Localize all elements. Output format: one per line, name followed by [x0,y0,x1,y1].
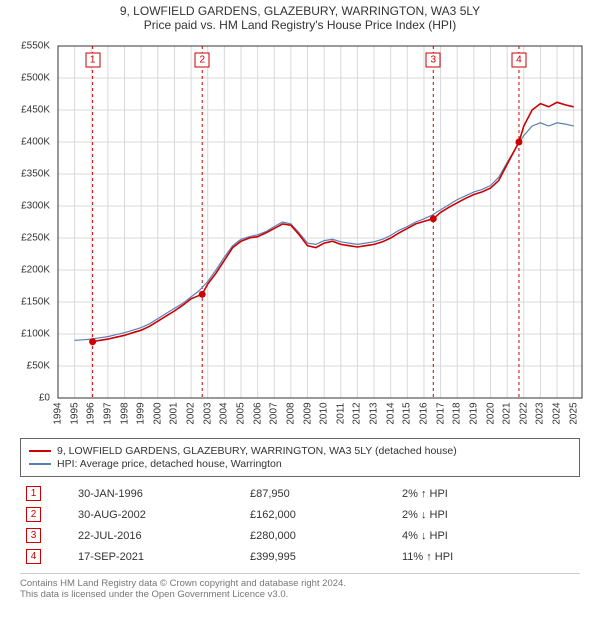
x-axis-label: 2025 [568,402,579,424]
x-axis-label: 2018 [452,402,463,424]
y-axis-label: £400K [21,137,50,148]
row-marker: 1 [26,486,41,501]
transactions-body: 1 30-JAN-1996£87,9502% ↑ HPI 2 30-AUG-2002£… [20,483,580,567]
y-axis-label: £450K [21,105,50,116]
y-axis-label: £350K [21,169,50,180]
y-axis-label: £100K [21,329,50,340]
x-axis-label: 2015 [402,402,413,424]
y-axis-label: £50K [27,361,50,372]
plot-marker-2: 2 [195,53,210,68]
x-axis-label: 2001 [169,402,180,424]
x-axis-label: 2008 [285,402,296,424]
y-axis-label: £200K [21,265,50,276]
x-axis-label: 1997 [102,402,113,424]
footer-line-2: This data is licensed under the Open Gov… [20,589,580,600]
transactions-table: 1 30-JAN-1996£87,9502% ↑ HPI 2 30-AUG-2002£… [20,483,580,567]
legend-item: HPI: Average price, detached house, Warr… [29,458,571,470]
x-axis-label: 2014 [385,402,396,424]
x-axis-label: 2021 [502,402,513,424]
legend-item: 9, LOWFIELD GARDENS, GLAZEBURY, WARRINGT… [29,445,571,457]
y-axis-label: £300K [21,201,50,212]
tx-date: 22-JUL-2016 [72,525,244,546]
x-axis-label: 1996 [86,402,97,424]
x-axis-label: 1995 [69,402,80,424]
table-row: 3 22-JUL-2016£280,0004% ↓ HPI [20,525,580,546]
x-axis-label: 2004 [219,402,230,424]
y-axis-label: £550K [21,41,50,52]
x-axis-label: 2012 [352,402,363,424]
tx-price: £87,950 [244,483,396,504]
x-axis-label: 2003 [202,402,213,424]
chart-title: 9, LOWFIELD GARDENS, GLAZEBURY, WARRINGT… [0,0,600,18]
x-axis-label: 2013 [369,402,380,424]
row-marker: 2 [26,507,41,522]
y-axis-label: £250K [21,233,50,244]
legend-label: HPI: Average price, detached house, Warr… [57,458,282,470]
x-axis-label: 2011 [335,403,346,425]
y-axis-label: £500K [21,73,50,84]
chart-area: £0 £50K £100K £150K £200K £250K £300K £350K £400… [10,38,590,428]
chart-subtitle: Price paid vs. HM Land Registry's House … [0,18,600,38]
x-axis-label: 2006 [252,402,263,424]
plot-marker-3: 3 [426,53,441,68]
x-axis-label: 2017 [435,402,446,424]
footer: Contains HM Land Registry data © Crown c… [20,573,580,600]
table-row: 1 30-JAN-1996£87,9502% ↑ HPI [20,483,580,504]
tx-price: £280,000 [244,525,396,546]
tx-date: 17-SEP-2021 [72,546,244,567]
x-axis-label: 2005 [235,402,246,424]
x-axis-label: 2010 [319,402,330,424]
x-axis-label: 2024 [552,402,563,424]
x-axis-label: 2007 [269,402,280,424]
footer-line-1: Contains HM Land Registry data © Crown c… [20,578,580,589]
tx-date: 30-JAN-1996 [72,483,244,504]
row-marker: 4 [26,549,41,564]
x-axis-label: 2009 [302,402,313,424]
tx-diff: 2% ↑ HPI [396,483,580,504]
plot-marker-1: 1 [85,53,100,68]
plot-marker-4: 4 [511,53,526,68]
x-axis-label: 2000 [152,402,163,424]
table-row: 2 30-AUG-2002£162,0002% ↓ HPI [20,504,580,525]
legend-label: 9, LOWFIELD GARDENS, GLAZEBURY, WARRINGT… [57,445,457,457]
tx-diff: 11% ↑ HPI [396,546,580,567]
tx-diff: 2% ↓ HPI [396,504,580,525]
x-axis-label: 2023 [535,402,546,424]
legend-swatch [29,450,51,452]
y-axis-label: £0 [39,393,50,404]
x-axis-label: 2019 [468,402,479,424]
tx-price: £399,995 [244,546,396,567]
x-axis-label: 2002 [186,402,197,424]
tx-date: 30-AUG-2002 [72,504,244,525]
chart-container: 9, LOWFIELD GARDENS, GLAZEBURY, WARRINGT… [0,0,600,600]
row-marker: 3 [26,528,41,543]
table-row: 4 17-SEP-2021£399,99511% ↑ HPI [20,546,580,567]
x-axis-label: 1994 [53,402,64,424]
x-axis-label: 2020 [485,402,496,424]
x-axis-label: 2022 [518,402,529,424]
x-axis-label: 1998 [119,402,130,424]
plot-svg [10,38,590,428]
legend: 9, LOWFIELD GARDENS, GLAZEBURY, WARRINGT… [20,438,580,477]
x-axis-label: 2016 [418,402,429,424]
tx-diff: 4% ↓ HPI [396,525,580,546]
legend-swatch [29,463,51,465]
tx-price: £162,000 [244,504,396,525]
x-axis-label: 1999 [136,402,147,424]
y-axis-label: £150K [21,297,50,308]
